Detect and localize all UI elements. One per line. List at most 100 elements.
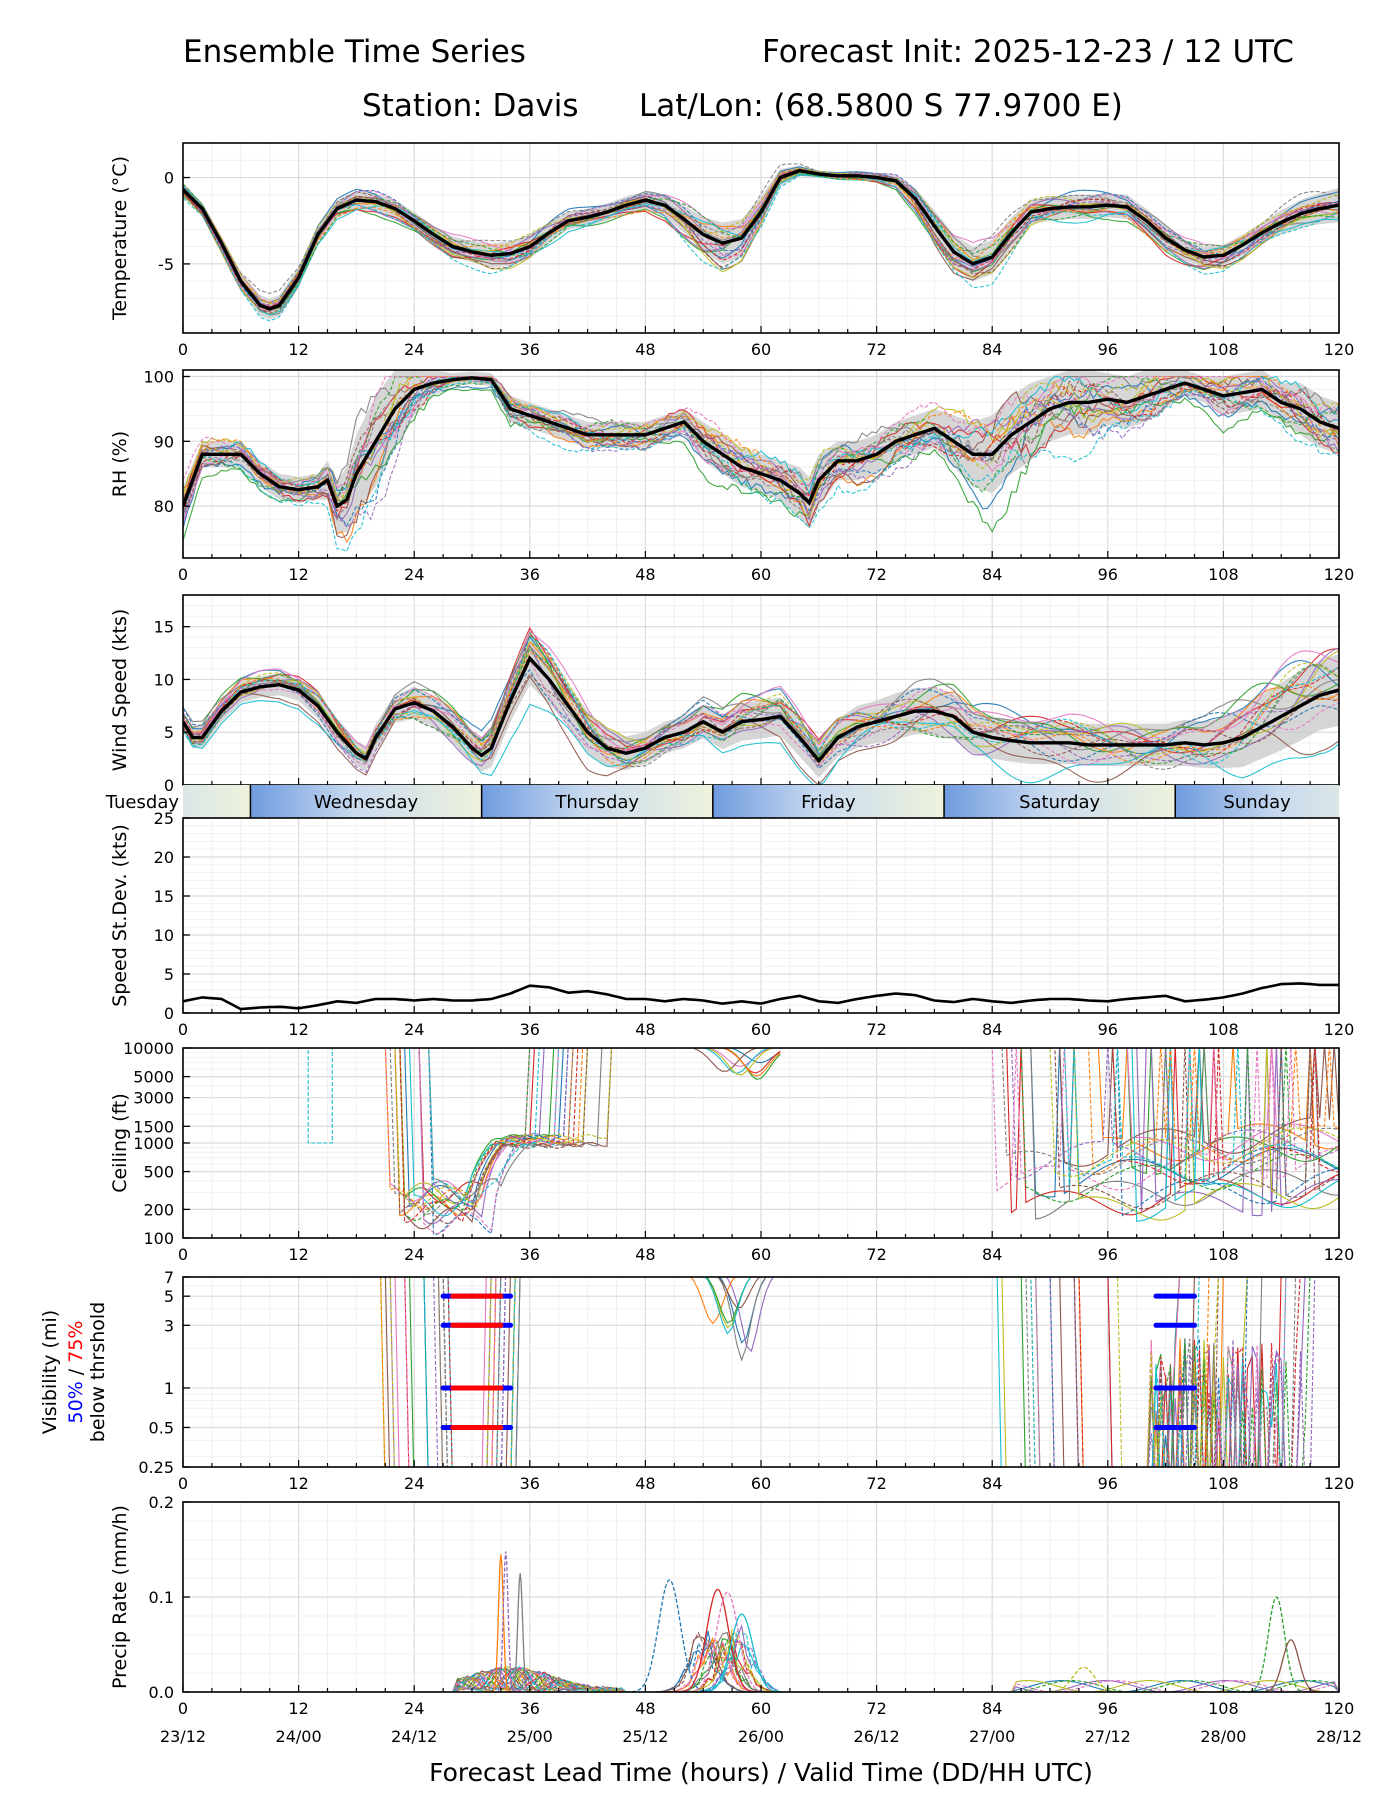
valid-time-label: 26/12 [854, 1727, 900, 1746]
ticks: 0 5 10 15 [154, 618, 1340, 795]
y-tick-label: 0.25 [138, 1458, 174, 1477]
member-series [707, 1048, 774, 1067]
day-strip: Tuesday Wednesday Thursday Friday Saturday Su… [105, 785, 1339, 818]
stdev-series [183, 982, 1339, 1011]
day-label-saturday: Saturday [1019, 792, 1100, 813]
member-series [394, 1048, 1339, 1217]
x-tick-label: 48 [635, 565, 655, 584]
day-segment: Saturday [944, 785, 1176, 818]
y-tick-label: 3000 [133, 1089, 174, 1108]
y-tick-label: 20 [154, 848, 174, 867]
spread-band [183, 165, 1339, 320]
y-tick-label: 5 [164, 723, 174, 742]
x-tick-label: 36 [520, 565, 540, 584]
member-series [428, 1048, 1339, 1220]
x-tick-label: 60 [751, 1699, 771, 1718]
x-tick-label: 12 [288, 340, 308, 359]
x-tick-label: 0 [178, 1474, 188, 1493]
valid-time-label: 24/00 [276, 1727, 322, 1746]
member-series [183, 167, 1339, 305]
member-series [720, 1048, 781, 1074]
panel-precip: 0.0 0.1 0.2 0 12 24 36 48 60 72 84 96 108 120 Precip R… [109, 1493, 1362, 1787]
legend-separator: / [65, 1363, 87, 1381]
member-series [183, 170, 1339, 312]
x-tick-label: 108 [1208, 565, 1239, 584]
x-tick-label: 60 [751, 1474, 771, 1493]
x-tick-label: 0 [178, 1020, 188, 1039]
p75-legend-label: 75% [65, 1321, 87, 1363]
member-series [705, 1277, 752, 1324]
day-segment: Sunday [1175, 785, 1339, 818]
x-tick-label: 72 [866, 1474, 886, 1493]
day-label-wednesday: Wednesday [314, 792, 419, 813]
member-series [183, 169, 1339, 310]
day-fill [944, 785, 1176, 818]
x-tick-label: 84 [982, 1474, 1002, 1493]
x-tick-label: 36 [520, 1020, 540, 1039]
x-tick-label: 24 [404, 1699, 424, 1718]
x-tick-label: 24 [404, 1474, 424, 1493]
valid-time-label: 25/00 [507, 1727, 553, 1746]
x-tick-label: 96 [1098, 340, 1118, 359]
member-series [183, 644, 1339, 773]
plot-area [183, 370, 1339, 552]
y-tick-label: 15 [154, 618, 174, 637]
y-axis-label: Precip Rate (mm/h) [109, 1505, 131, 1689]
y-tick-label: 25 [154, 809, 174, 828]
valid-time-label: 26/00 [738, 1727, 784, 1746]
member-series [183, 675, 1339, 785]
member-series [701, 1048, 771, 1075]
y-tick-label: 100 [143, 1229, 174, 1248]
member-series [389, 1048, 1339, 1215]
chart-title: Ensemble Time Series [183, 34, 526, 70]
x-tick-label: 36 [520, 1699, 540, 1718]
y-tick-label: 5000 [133, 1068, 174, 1087]
member-series [183, 380, 1339, 552]
x-tick-label: 0 [178, 565, 188, 584]
member-series [183, 1639, 1339, 1692]
x-axis-label: Forecast Lead Time (hours) / Valid Time … [429, 1758, 1093, 1787]
x-tick-label: 24 [404, 1020, 424, 1039]
x-tick-label: 108 [1208, 1699, 1239, 1718]
member-series [704, 1277, 752, 1335]
x-tick-label: 24 [404, 340, 424, 359]
x-tick-label: 0 [178, 1699, 188, 1718]
y-tick-label: 10 [154, 670, 174, 689]
ticks: 0 5 10 15 20 25 0 12 24 36 48 60 72 84 96 108 120 [154, 809, 1355, 1039]
x-tick-label: 108 [1208, 1020, 1239, 1039]
valid-time-label: 23/12 [160, 1727, 206, 1746]
member-series [428, 1048, 1339, 1236]
forecast-init: Forecast Init: 2025-12-23 / 12 UTC [762, 34, 1294, 70]
ticks: 0.25 0.5 1 3 57 0 12 24 36 48 60 72 84 96 108 120 [138, 1268, 1354, 1493]
y-tick-label: -5 [158, 255, 174, 274]
y-axis-label: Ceiling (ft) [109, 1093, 131, 1193]
panel-rh: 80 90 100 0 12 24 36 48 60 72 84 96 108 120 RH (%) [109, 367, 1354, 584]
y-tick-label: 0 [164, 1004, 174, 1023]
p50-legend-label: 50% [65, 1381, 87, 1423]
member-series [394, 1048, 1339, 1225]
valid-time-label: 28/12 [1316, 1727, 1362, 1746]
member-series [408, 1048, 1339, 1222]
x-tick-label: 72 [866, 565, 886, 584]
panel-visibility: 0.25 0.5 1 3 57 0 12 24 36 48 60 72 84 96 108 120 Visibi… [39, 1268, 1354, 1493]
valid-time-label: 25/12 [622, 1727, 668, 1746]
member-series [183, 645, 1339, 770]
y-axis-label: RH (%) [109, 431, 131, 497]
y-tick-label: 0.2 [149, 1493, 174, 1512]
y-axis-label: Wind Speed (kts) [109, 609, 131, 772]
x-tick-label: 0 [178, 1245, 188, 1264]
x-tick-label: 60 [751, 1245, 771, 1264]
x-tick-label: 24 [404, 1245, 424, 1264]
y-axis-threshold-legend: 50% / 75% [65, 1321, 87, 1424]
member-series [728, 1048, 781, 1064]
valid-time-label: 24/12 [391, 1727, 437, 1746]
station-name: Station: Davis [362, 88, 579, 124]
x-tick-label: 120 [1324, 1245, 1355, 1264]
x-tick-label: 84 [982, 565, 1002, 584]
y-tick-label: 7 [164, 1268, 174, 1287]
x-tick-label: 120 [1324, 1474, 1355, 1493]
ticks: 0 -5 0 12 24 36 48 60 72 84 96 108 120 [158, 169, 1354, 359]
x-tick-label: 84 [982, 1245, 1002, 1264]
